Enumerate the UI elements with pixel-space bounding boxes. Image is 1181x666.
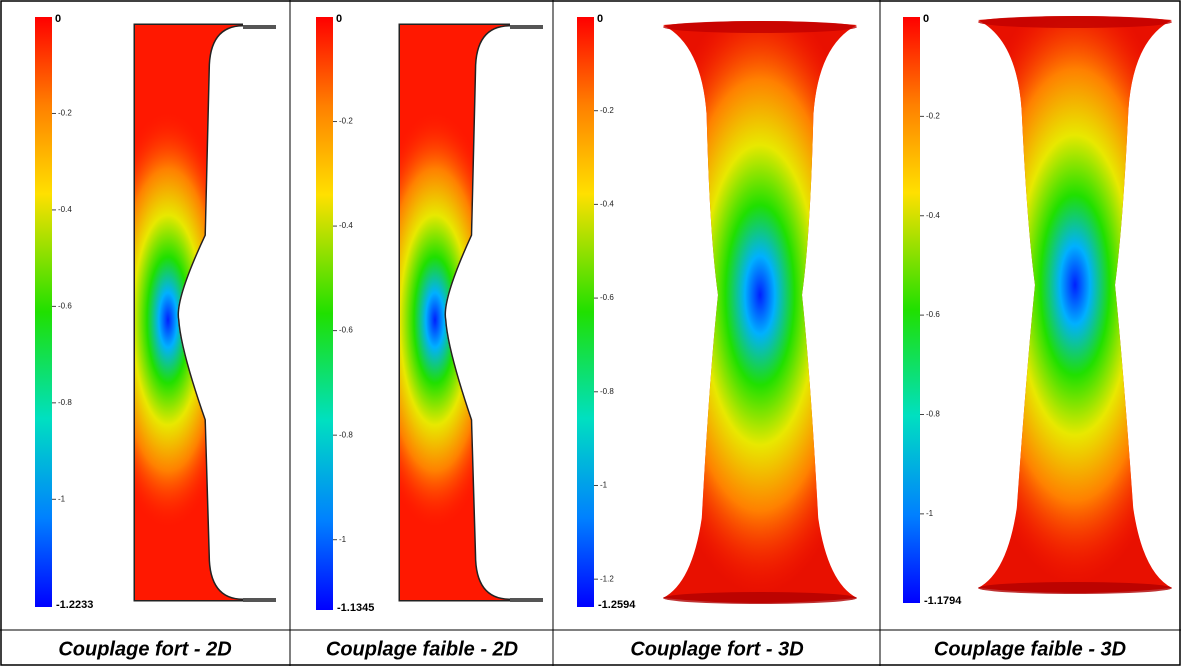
colorbar-min: -1.1794: [924, 595, 962, 607]
colorbar-tick-label: -0.8: [58, 398, 72, 407]
colorbar-tick-label: -0.6: [339, 326, 353, 335]
colorbar-tick-label: -1: [600, 481, 608, 490]
colorbar-max: 0: [336, 13, 342, 25]
colorbar-max: 0: [923, 13, 929, 25]
colorbar-tick-label: -0.6: [926, 310, 940, 319]
colorbar: [577, 17, 594, 607]
colorbar: [35, 17, 52, 607]
colorbar-tick-label: -1: [926, 509, 934, 518]
colorbar-tick-label: -0.4: [926, 211, 940, 220]
colorbar-min: -1.2594: [598, 599, 636, 611]
colorbar-tick-label: -0.2: [339, 117, 353, 126]
field: [135, 110, 238, 530]
bottom-rim: [978, 582, 1172, 594]
colorbar-tick-label: -0.6: [600, 293, 614, 302]
field: [978, 16, 1172, 585]
colorbar-tick-label: -0.2: [58, 109, 72, 118]
colorbar-tick-label: -0.2: [926, 111, 940, 120]
field: [400, 110, 505, 530]
bottom-rim: [663, 592, 857, 604]
caption: Couplage fort - 3D: [630, 638, 803, 660]
top-rim: [663, 21, 857, 33]
colorbar-tick-label: -1: [339, 535, 347, 544]
colorbar-tick-label: -0.4: [339, 221, 353, 230]
caption: Couplage faible - 3D: [934, 638, 1126, 660]
colorbar-tick-label: -0.2: [600, 106, 614, 115]
colorbar-tick-label: -0.8: [339, 430, 353, 439]
colorbar-tick-label: -0.4: [58, 205, 72, 214]
field: [663, 21, 857, 595]
colorbar-tick-label: -0.8: [926, 410, 940, 419]
caption: Couplage fort - 2D: [58, 638, 231, 660]
colorbar-max: 0: [597, 13, 603, 25]
colorbar-tick-label: -1: [58, 494, 66, 503]
colorbar-min: -1.1345: [337, 602, 374, 614]
colorbar-min: -1.2233: [56, 599, 93, 611]
colorbar-max: 0: [55, 13, 61, 25]
colorbar: [316, 17, 333, 610]
colorbar-tick-label: -0.8: [600, 387, 614, 396]
colorbar-tick-label: -0.6: [58, 301, 72, 310]
caption: Couplage faible - 2D: [326, 638, 518, 660]
colorbar-tick-label: -0.4: [600, 200, 614, 209]
top-rim: [978, 16, 1172, 28]
colorbar: [903, 17, 920, 603]
colorbar-tick-label: -1.2: [600, 574, 614, 583]
